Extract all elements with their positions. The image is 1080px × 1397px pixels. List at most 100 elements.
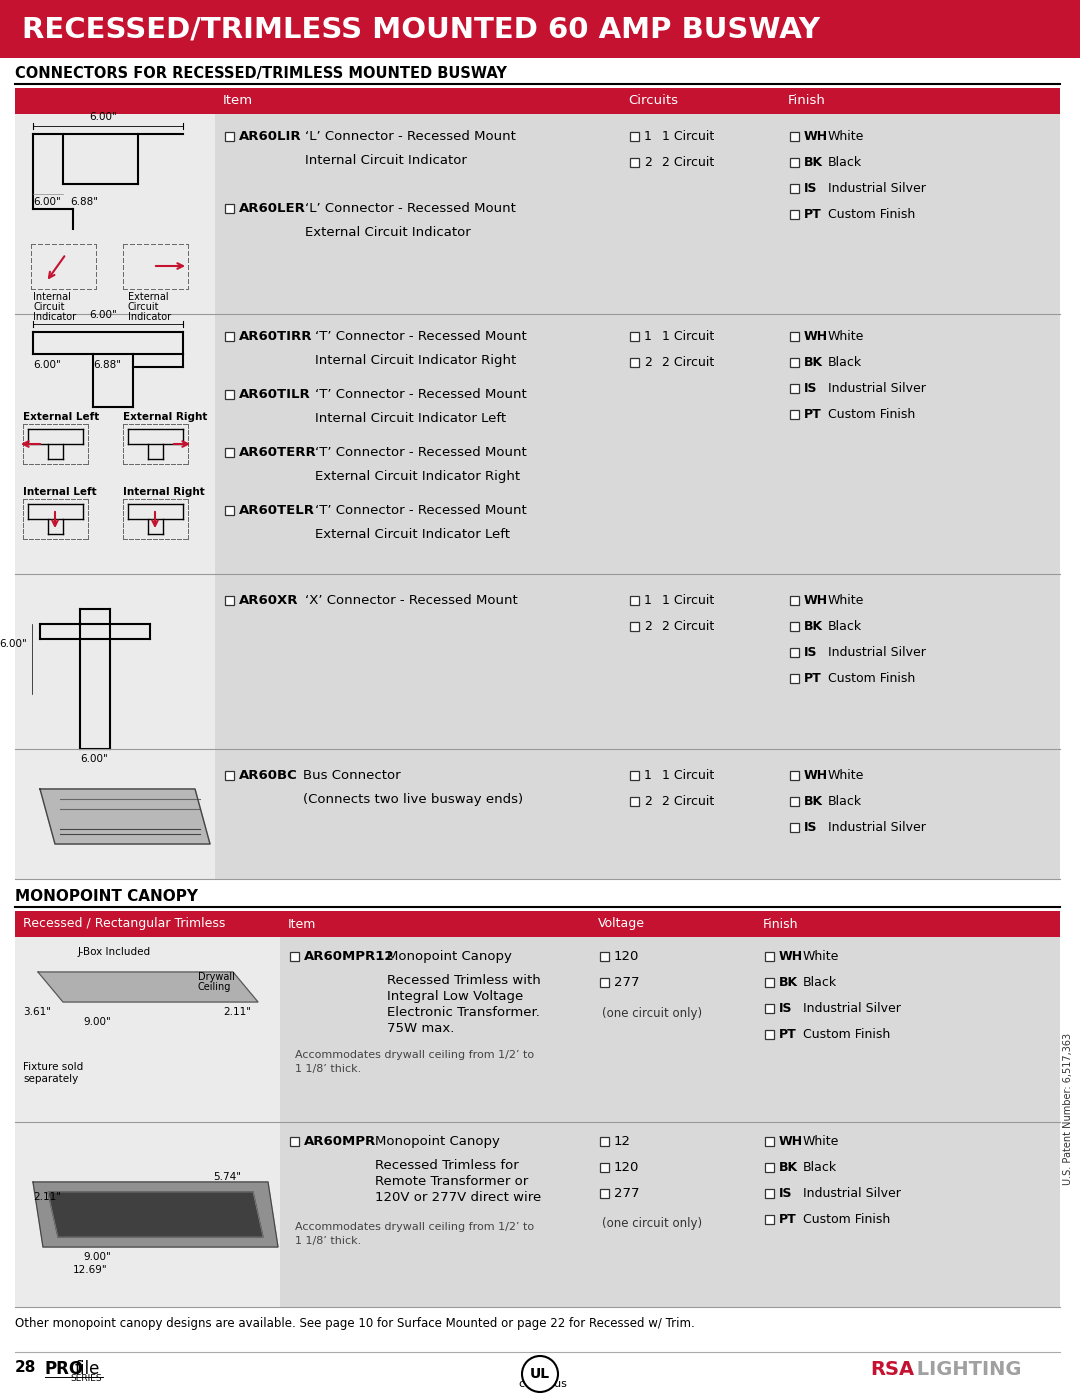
Bar [620, 749, 780, 879]
Text: WH: WH [779, 1134, 804, 1148]
Text: 1 Circuit: 1 Circuit [662, 768, 714, 782]
Text: 277: 277 [615, 1187, 639, 1200]
Bar [789, 131, 799, 141]
Text: IS: IS [779, 1187, 793, 1200]
Text: PT: PT [779, 1213, 797, 1227]
Polygon shape [33, 1182, 278, 1248]
Bar [280, 1122, 590, 1308]
Text: 28: 28 [15, 1361, 37, 1375]
Bar [630, 771, 639, 780]
Bar [15, 88, 1059, 115]
Bar [630, 798, 639, 806]
Bar [755, 1122, 1059, 1308]
Text: Bus Connector: Bus Connector [303, 768, 401, 782]
Bar [225, 506, 234, 515]
Text: SERIES: SERIES [70, 1375, 102, 1383]
Bar [15, 911, 1059, 937]
Text: Finish: Finish [788, 95, 826, 108]
Text: ‘L’ Connector - Recessed Mount: ‘L’ Connector - Recessed Mount [305, 130, 516, 142]
Text: RECESSED/TRIMLESS MOUNTED 60 AMP BUSWAY: RECESSED/TRIMLESS MOUNTED 60 AMP BUSWAY [22, 15, 820, 43]
Text: BK: BK [779, 977, 798, 989]
Text: Custom Finish: Custom Finish [804, 1028, 890, 1041]
Text: WH: WH [779, 950, 804, 963]
Bar [765, 1030, 774, 1039]
Text: 2.11": 2.11" [222, 1007, 251, 1017]
Bar [291, 951, 299, 961]
Bar [600, 978, 609, 988]
Text: External Circuit Indicator Right: External Circuit Indicator Right [315, 469, 521, 483]
Bar [789, 648, 799, 657]
Text: Finish: Finish [762, 918, 798, 930]
Text: White: White [828, 130, 864, 142]
Bar [630, 332, 639, 341]
Text: 1: 1 [644, 594, 652, 608]
Text: WH: WH [804, 594, 828, 608]
Text: MONOPOINT CANOPY: MONOPOINT CANOPY [15, 888, 198, 904]
Text: LIGHTING: LIGHTING [910, 1361, 1022, 1379]
Text: AR60LER: AR60LER [239, 203, 306, 215]
Bar [215, 749, 620, 879]
Text: 120: 120 [615, 950, 639, 963]
Text: Circuit: Circuit [129, 302, 160, 312]
Text: White: White [828, 594, 864, 608]
Bar [765, 1004, 774, 1013]
Text: Industrial Silver: Industrial Silver [804, 1002, 901, 1016]
Bar [789, 673, 799, 683]
Bar [15, 115, 215, 314]
Text: WH: WH [804, 130, 828, 142]
Text: Industrial Silver: Industrial Silver [828, 821, 926, 834]
Text: Internal Left: Internal Left [23, 488, 96, 497]
Text: Remote Transformer or: Remote Transformer or [375, 1175, 528, 1187]
Bar [789, 358, 799, 367]
Bar [291, 1137, 299, 1146]
Text: Indicator: Indicator [129, 312, 171, 321]
Text: Custom Finish: Custom Finish [828, 408, 915, 420]
Bar [765, 1137, 774, 1146]
Text: Ceiling: Ceiling [198, 982, 231, 992]
Bar [789, 771, 799, 780]
Text: 2 Circuit: 2 Circuit [662, 356, 714, 369]
Text: Black: Black [828, 156, 862, 169]
Text: External Right: External Right [123, 412, 207, 422]
Bar [215, 314, 620, 574]
Text: AR60MPR: AR60MPR [303, 1134, 376, 1148]
Text: Recessed / Rectangular Trimless: Recessed / Rectangular Trimless [23, 918, 226, 930]
Text: 12: 12 [615, 1134, 631, 1148]
Text: BK: BK [804, 795, 823, 807]
Text: 1 Circuit: 1 Circuit [662, 330, 714, 344]
Text: White: White [828, 330, 864, 344]
Text: PT: PT [804, 672, 822, 685]
Text: 5.74": 5.74" [213, 1172, 241, 1182]
Text: Industrial Silver: Industrial Silver [804, 1187, 901, 1200]
Text: Recessed Trimless with: Recessed Trimless with [387, 974, 541, 988]
Text: Accommodates drywall ceiling from 1/2’ to: Accommodates drywall ceiling from 1/2’ t… [295, 1051, 535, 1060]
Text: External Circuit Indicator: External Circuit Indicator [305, 226, 471, 239]
Text: Industrial Silver: Industrial Silver [828, 645, 926, 659]
Bar [789, 409, 799, 419]
Text: 2 Circuit: 2 Circuit [662, 156, 714, 169]
Bar [15, 937, 280, 1122]
Bar [789, 597, 799, 605]
Bar [225, 131, 234, 141]
Text: 12.69": 12.69" [73, 1266, 108, 1275]
Bar [630, 158, 639, 168]
Text: BK: BK [804, 620, 823, 633]
Text: 6.88": 6.88" [93, 360, 121, 370]
Text: ‘L’ Connector - Recessed Mount: ‘L’ Connector - Recessed Mount [305, 203, 516, 215]
Text: Black: Black [828, 356, 862, 369]
Text: CONNECTORS FOR RECESSED/TRIMLESS MOUNTED BUSWAY: CONNECTORS FOR RECESSED/TRIMLESS MOUNTED… [15, 66, 507, 81]
Text: Black: Black [828, 620, 862, 633]
Text: Circuits: Circuits [627, 95, 678, 108]
Bar [630, 131, 639, 141]
Bar [789, 823, 799, 833]
Text: 6.00": 6.00" [33, 360, 60, 370]
Bar [780, 314, 1059, 574]
Bar [225, 332, 234, 341]
Text: 120V or 277V direct wire: 120V or 277V direct wire [375, 1192, 541, 1204]
Text: 1: 1 [644, 768, 652, 782]
Bar [789, 158, 799, 168]
Text: Internal Right: Internal Right [123, 488, 205, 497]
Text: Indicator: Indicator [33, 312, 76, 321]
Text: White: White [804, 1134, 839, 1148]
Polygon shape [48, 1192, 264, 1236]
